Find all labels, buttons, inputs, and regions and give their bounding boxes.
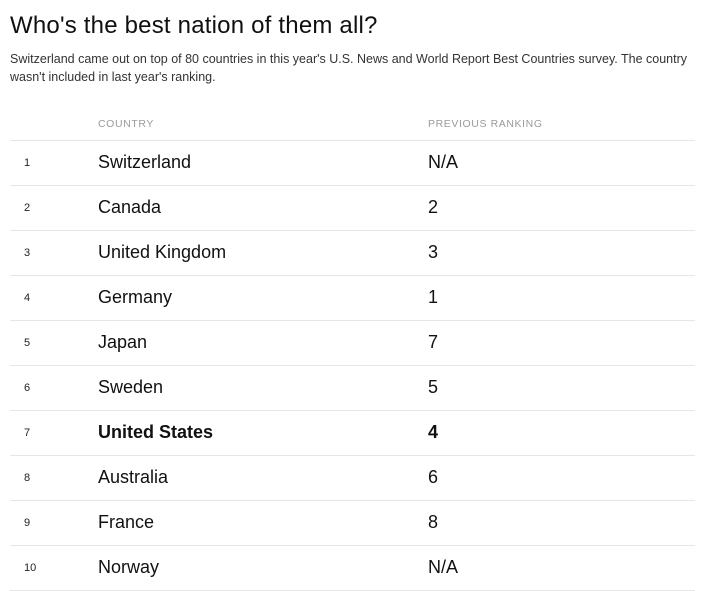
- col-header-prev: PREVIOUS RANKING: [420, 108, 695, 141]
- country-cell: Germany: [90, 276, 420, 321]
- rank-cell: 3: [10, 231, 90, 276]
- page-title: Who's the best nation of them all?: [10, 12, 695, 40]
- col-header-country: COUNTRY: [90, 108, 420, 141]
- rank-cell: 2: [10, 186, 90, 231]
- country-cell: Sweden: [90, 366, 420, 411]
- prev-ranking-cell: 2: [420, 186, 695, 231]
- table-row: 2Canada2: [10, 186, 695, 231]
- table-row: 1SwitzerlandN/A: [10, 141, 695, 186]
- prev-ranking-cell: 7: [420, 321, 695, 366]
- prev-ranking-cell: 6: [420, 456, 695, 501]
- country-cell: Switzerland: [90, 141, 420, 186]
- table-row: 9France8: [10, 501, 695, 546]
- table-row: 8Australia6: [10, 456, 695, 501]
- prev-ranking-cell: 8: [420, 501, 695, 546]
- country-cell: Japan: [90, 321, 420, 366]
- table-row: 5Japan7: [10, 321, 695, 366]
- country-cell: United Kingdom: [90, 231, 420, 276]
- rankings-table: COUNTRY PREVIOUS RANKING 1SwitzerlandN/A…: [10, 108, 695, 591]
- prev-ranking-cell: 4: [420, 411, 695, 456]
- rank-cell: 6: [10, 366, 90, 411]
- country-cell: France: [90, 501, 420, 546]
- country-cell: United States: [90, 411, 420, 456]
- prev-ranking-cell: N/A: [420, 546, 695, 591]
- table-row: 7United States4: [10, 411, 695, 456]
- country-cell: Australia: [90, 456, 420, 501]
- rank-cell: 10: [10, 546, 90, 591]
- country-cell: Canada: [90, 186, 420, 231]
- rank-cell: 5: [10, 321, 90, 366]
- table-row: 3United Kingdom3: [10, 231, 695, 276]
- rank-cell: 7: [10, 411, 90, 456]
- rank-cell: 9: [10, 501, 90, 546]
- table-row: 4Germany1: [10, 276, 695, 321]
- page-subtitle: Switzerland came out on top of 80 countr…: [10, 50, 690, 86]
- rank-cell: 8: [10, 456, 90, 501]
- prev-ranking-cell: 1: [420, 276, 695, 321]
- rank-cell: 4: [10, 276, 90, 321]
- prev-ranking-cell: 5: [420, 366, 695, 411]
- prev-ranking-cell: N/A: [420, 141, 695, 186]
- prev-ranking-cell: 3: [420, 231, 695, 276]
- rank-cell: 1: [10, 141, 90, 186]
- country-cell: Norway: [90, 546, 420, 591]
- table-row: 10NorwayN/A: [10, 546, 695, 591]
- table-row: 6Sweden5: [10, 366, 695, 411]
- col-header-rank: [10, 108, 90, 141]
